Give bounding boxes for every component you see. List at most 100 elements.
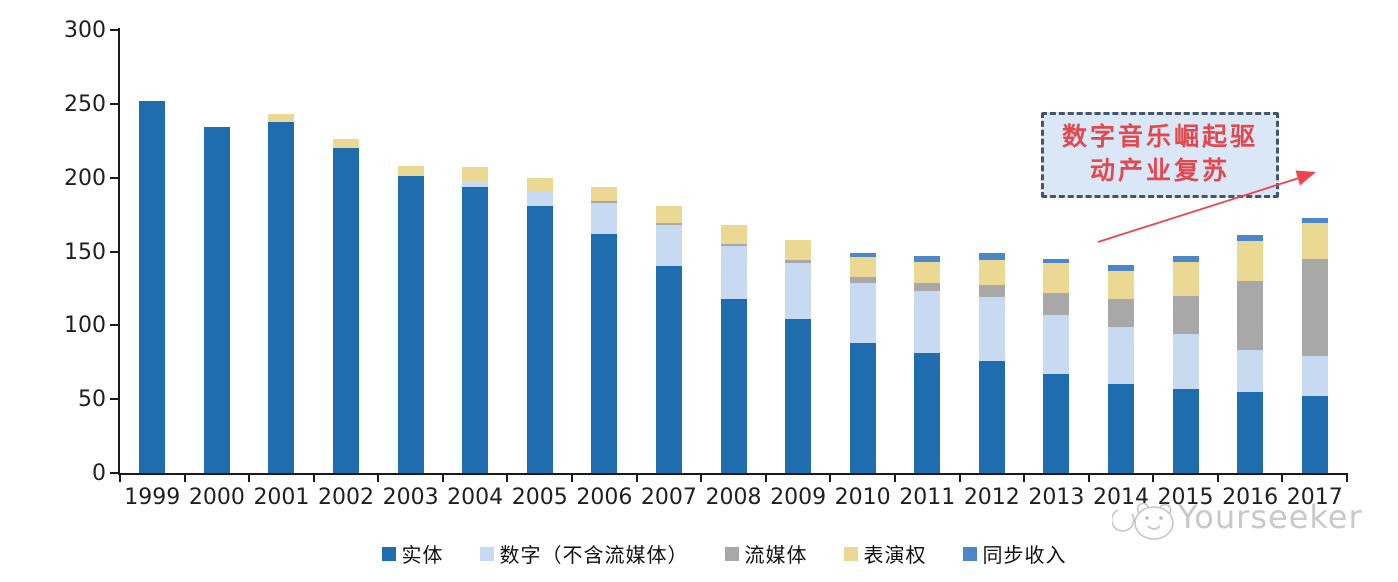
x-axis-tick: [1216, 473, 1219, 482]
y-axis-label: 50: [78, 387, 106, 413]
bar-segment-2005: [526, 192, 553, 206]
x-axis-tick: [1023, 473, 1026, 482]
x-axis-label: 2001: [253, 485, 310, 510]
y-axis-tick: [110, 250, 118, 253]
bar-segment-2001: [268, 114, 295, 122]
bar-segment-2013: [1043, 314, 1070, 375]
bar-segment-2000: [203, 127, 230, 473]
bar-segment-2016: [1237, 235, 1264, 242]
bar-segment-2011: [914, 353, 941, 473]
bar-segment-2012: [978, 297, 1005, 361]
bar-segment-2010: [849, 343, 876, 473]
x-axis-tick: [893, 473, 896, 482]
bar-segment-2008: [720, 298, 747, 473]
bar-segment-2011: [914, 291, 941, 354]
x-axis-label: 2013: [1028, 485, 1085, 510]
x-axis-label: 1999: [124, 485, 181, 510]
x-axis-label: 2017: [1286, 485, 1343, 510]
bar-segment-2004: [462, 180, 489, 187]
bar-segment-2007: [655, 224, 682, 267]
watermark-logo-icon: [1110, 502, 1174, 540]
bar-segment-2006: [591, 186, 618, 202]
bar-segment-2015: [1172, 334, 1199, 389]
bar-segment-2016: [1237, 391, 1264, 473]
y-axis-label: 300: [64, 18, 106, 43]
bar-segment-2014: [1107, 270, 1134, 299]
bar-segment-2003: [397, 165, 424, 177]
y-axis-label: 0: [92, 461, 106, 486]
watermark-text: Yourseeker: [1178, 498, 1363, 536]
bar-segment-2016: [1237, 241, 1264, 282]
x-axis-tick: [700, 473, 703, 482]
x-axis-tick: [764, 473, 767, 482]
bar-segment-2014: [1107, 264, 1134, 271]
x-axis-tick: [248, 473, 251, 482]
x-axis-tick: [1346, 473, 1348, 482]
bar-segment-2012: [978, 360, 1005, 473]
watermark: Yourseeker: [1110, 496, 1392, 556]
y-axis-tick: [110, 102, 118, 105]
bar-segment-2011: [914, 255, 941, 262]
bar-segment-2010: [849, 282, 876, 344]
bar-segment-2006: [591, 201, 618, 203]
x-axis-tick: [312, 473, 315, 482]
bar-segment-2014: [1107, 384, 1134, 473]
bar-segment-2017: [1301, 396, 1328, 473]
legend-swatch: [724, 546, 739, 561]
x-axis-label: 2006: [576, 485, 633, 510]
bar-segment-2012: [978, 285, 1005, 298]
bar-segment-2009: [785, 263, 812, 320]
x-axis-tick: [1152, 473, 1155, 482]
x-axis-tick: [183, 473, 186, 482]
x-axis-label: 2008: [705, 485, 762, 510]
legend-item: 表演权: [843, 539, 927, 568]
legend: 实体 数字（不含流媒体） 流媒体 表演权 同步收入: [0, 539, 1398, 568]
x-axis-tick: [635, 473, 638, 482]
bar-segment-2002: [333, 148, 360, 473]
x-axis-tick: [506, 473, 509, 482]
bar-segment-2009: [785, 239, 812, 261]
y-axis-tick: [110, 29, 118, 31]
legend-item: 数字（不含流媒体）: [479, 539, 689, 568]
annotation-text-line1: 数字音乐崛起驱: [1061, 124, 1258, 151]
x-axis-label: 2004: [447, 485, 504, 510]
y-axis-tick: [110, 324, 118, 327]
x-axis-spine: [118, 473, 1347, 475]
bar-segment-2007: [655, 223, 682, 225]
bar-segment-2014: [1107, 326, 1134, 385]
x-axis-tick: [1087, 473, 1090, 482]
bar-segment-2009: [785, 319, 812, 473]
bar-segment-2017: [1301, 223, 1328, 259]
x-axis-label: 2009: [770, 485, 827, 510]
annotation-callout: 数字音乐崛起驱 动产业复苏: [1041, 112, 1279, 198]
bar-segment-2007: [655, 205, 682, 224]
y-axis-tick: [110, 472, 118, 474]
bar-segment-2010: [849, 276, 876, 283]
y-axis-label: 100: [64, 313, 106, 339]
bar-segment-2004: [462, 186, 489, 473]
x-axis-label: 2000: [188, 485, 245, 510]
bar-segment-2011: [914, 282, 941, 292]
bar-segment-2015: [1172, 295, 1199, 335]
legend-label: 流媒体: [744, 545, 808, 567]
bar-segment-2010: [849, 252, 876, 258]
x-axis-label: 2012: [963, 485, 1020, 510]
x-axis-tick: [377, 473, 380, 482]
x-axis-tick: [829, 473, 832, 482]
bar-segment-2011: [914, 261, 941, 283]
bar-segment-2002: [333, 139, 360, 149]
bar-segment-2017: [1301, 258, 1328, 357]
y-axis-tick: [110, 176, 118, 179]
bar-segment-2013: [1043, 263, 1070, 293]
legend-swatch: [962, 546, 977, 561]
x-axis-tick: [571, 473, 574, 482]
bar-segment-2003: [397, 176, 424, 473]
x-axis-label: 2016: [1222, 485, 1279, 510]
legend-swatch: [843, 546, 858, 561]
bar-segment-2008: [720, 224, 747, 245]
x-axis-label: 2003: [382, 485, 439, 510]
bar-segment-2015: [1172, 255, 1199, 262]
bar-segment-2010: [849, 257, 876, 277]
bar-segment-2016: [1237, 281, 1264, 351]
